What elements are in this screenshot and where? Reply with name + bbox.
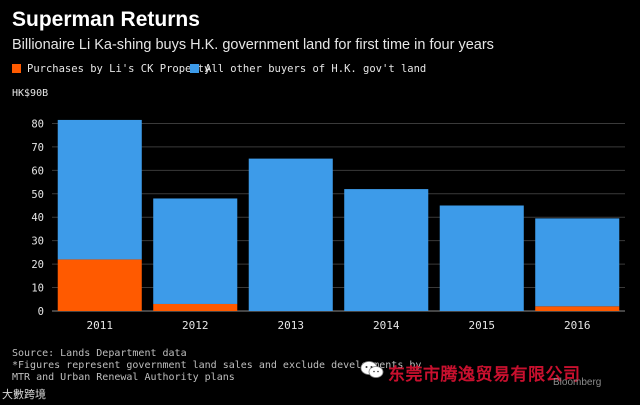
chart-title: Superman Returns [12,8,200,31]
bloomberg-credit: Bloomberg [553,377,602,388]
y-tick-label: 20 [31,259,44,271]
y-tick-label: 50 [31,189,44,201]
bars [57,119,620,311]
gridlines [52,122,625,312]
y-axis-label: HK$90B [12,88,48,99]
y-tick-label: 0 [38,306,44,318]
y-tick-label: 60 [31,165,44,177]
y-tick-labels: 0 10 20 30 40 50 60 70 80 [31,118,44,318]
legend-label-others: All other buyers of H.K. gov't land [205,63,427,75]
legend-swatch-others [190,64,199,73]
footer-notes: Source: Lands Department data *Figures r… [12,348,472,384]
chart-subtitle: Billionaire Li Ka-shing buys H.K. govern… [12,37,494,53]
bar-segment-ck-2012 [153,303,238,311]
y-tick-label: 30 [31,236,44,248]
x-tick-label: 2015 [469,319,496,332]
x-tick-label: 2012 [182,319,209,332]
legend-label-ck: Purchases by Li's CK Property [27,63,211,75]
y-tick-label: 10 [31,283,44,295]
y-tick-label: 40 [31,212,44,224]
bar-segment-others-2015 [439,205,524,311]
bar-segment-others-2014 [344,189,429,311]
legend-item-ck: Purchases by Li's CK Property [12,63,210,75]
footnote-1: *Figures represent government land sales… [12,360,422,371]
x-tick-label: 2013 [278,319,305,332]
y-tick-label: 70 [31,142,44,154]
brand-watermark: 大數跨境 [2,389,46,401]
bar-segment-others-2016 [535,218,620,307]
x-tick-label: 2016 [564,319,591,332]
bar-segment-others-2012 [153,198,238,304]
legend-swatch-ck [12,64,21,73]
x-tick-labels: 2011 2012 2013 2014 2015 2016 [87,319,591,332]
x-tick-label: 2014 [373,319,400,332]
footnote-2: MTR and Urban Renewal Authority plans [12,372,235,383]
x-tick-label: 2011 [87,319,114,332]
y-tick-label: 80 [31,118,44,130]
bar-segment-ck-2011 [57,259,142,311]
source-note: Source: Lands Department data [12,348,187,359]
company-watermark: 东莞市腾逸贸易有限公司 [388,365,581,384]
bar-segment-others-2011 [57,119,142,260]
wechat-icon [360,361,384,378]
bar-segment-others-2013 [248,158,333,311]
bar-segment-ck-2016 [535,306,620,311]
legend-item-others: All other buyers of H.K. gov't land [190,63,426,75]
